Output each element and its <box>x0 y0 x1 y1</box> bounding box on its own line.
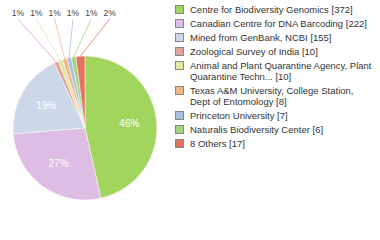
html-text:Texas A&M University, College: Texas A&M University, College Station, D… <box>190 85 354 107</box>
html-text:Canadian Centre for DNA Barcod: Canadian Centre for DNA Barcoding [222] <box>190 18 367 29</box>
html-text:Princeton University [7]: Princeton University [7] <box>190 110 288 121</box>
html-text:Zoological Survey of India [10: Zoological Survey of India [10] <box>190 46 318 57</box>
html-text:Naturalis Biodiversity Center: Naturalis Biodiversity Center [6] <box>190 124 324 135</box>
svg-text:1%: 1% <box>30 8 43 18</box>
svg-text:27%: 27% <box>49 158 69 169</box>
svg-text:1%: 1% <box>49 8 62 18</box>
svg-text:1%: 1% <box>67 8 80 18</box>
html-text:Centre for Biodiversity Genomi: Centre for Biodiversity Genomics [372] <box>190 4 353 15</box>
html-text:8 Others [17]: 8 Others [17] <box>190 138 245 149</box>
svg-text:2%: 2% <box>104 8 117 18</box>
svg-text:46%: 46% <box>119 118 139 129</box>
svg-text:19%: 19% <box>36 100 56 111</box>
html-text:Animal and Plant Quarantine Ag: Animal and Plant Quarantine Agency, Plan… <box>190 60 372 82</box>
svg-text:1%: 1% <box>85 8 98 18</box>
svg-text:1%: 1% <box>12 8 25 18</box>
html-text:Mined from GenBank, NCBI [155]: Mined from GenBank, NCBI [155] <box>190 32 332 43</box>
